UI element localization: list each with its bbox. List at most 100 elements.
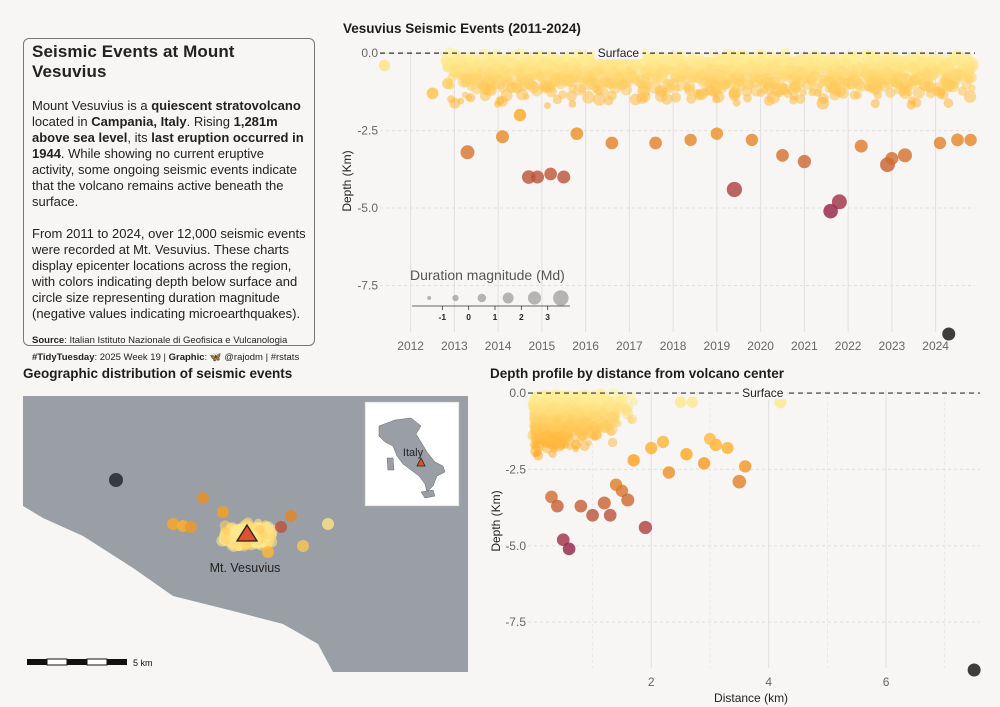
distance-event-point bbox=[591, 410, 602, 421]
distance-event-point bbox=[550, 418, 564, 432]
map-chart-title: Geographic distribution of seismic event… bbox=[23, 366, 293, 381]
timeline-event-point bbox=[686, 93, 697, 104]
text-run: Mount Vesuvius is a bbox=[32, 98, 152, 113]
timeline-event-point bbox=[442, 78, 453, 89]
bold-text-run: Campania, Italy bbox=[91, 114, 187, 129]
timeline-event-point bbox=[442, 55, 451, 65]
timeline-event-point bbox=[726, 181, 742, 198]
distance-event-point bbox=[621, 493, 635, 507]
timeline-event-point bbox=[715, 54, 728, 67]
text-run: , its bbox=[127, 130, 152, 145]
distance-event-point bbox=[629, 397, 638, 406]
timeline-event-point bbox=[670, 92, 682, 103]
timeline-event-point bbox=[457, 97, 465, 105]
distance-event-point bbox=[562, 542, 576, 556]
timeline-event-point bbox=[829, 90, 841, 101]
timeline-event-point bbox=[664, 82, 675, 94]
timeline-event-point bbox=[649, 136, 662, 150]
sicily-shape bbox=[420, 489, 436, 499]
distance-event-point bbox=[574, 499, 588, 513]
distance-event-point bbox=[593, 392, 605, 405]
timeline-event-point bbox=[454, 54, 465, 66]
info-paragraph-summary: From 2011 to 2024, over 12,000 seismic e… bbox=[32, 226, 306, 321]
text-run: . Rising bbox=[186, 114, 234, 129]
map-event-point bbox=[167, 518, 179, 530]
bold-text-run: last eruption occurred in 1944 bbox=[32, 130, 304, 161]
size-legend-title: Duration magnitude (Md) bbox=[410, 267, 565, 283]
timeline-event-point bbox=[863, 83, 872, 92]
timeline-x-tick-label: 2017 bbox=[616, 339, 643, 353]
timeline-x-tick-label: 2013 bbox=[441, 339, 468, 353]
timeline-event-point bbox=[831, 194, 847, 210]
bold-text-run: Graphic bbox=[168, 352, 205, 363]
distance-points bbox=[545, 396, 981, 677]
distance-event-point bbox=[623, 402, 634, 413]
timeline-event-point bbox=[750, 84, 763, 97]
timeline-event-point bbox=[855, 63, 864, 73]
timeline-event-point bbox=[713, 69, 726, 82]
timeline-event-point bbox=[646, 52, 658, 64]
distance-event-point bbox=[532, 414, 542, 425]
bold-text-run: #TidyTuesday bbox=[32, 352, 95, 363]
info-paragraph-intro: Mount Vesuvius is a quiescent stratovolc… bbox=[32, 98, 306, 210]
distance-event-point bbox=[553, 431, 567, 444]
timeline-event-point bbox=[768, 62, 778, 72]
timeline-event-point bbox=[732, 98, 741, 107]
timeline-event-point bbox=[741, 62, 749, 71]
timeline-event-point bbox=[505, 56, 517, 69]
timeline-event-point bbox=[617, 79, 629, 90]
timeline-event-point bbox=[911, 97, 922, 108]
map-event-point bbox=[275, 521, 287, 533]
timeline-event-point bbox=[879, 81, 890, 92]
timeline-event-point bbox=[506, 83, 516, 93]
timeline-event-point bbox=[465, 74, 475, 84]
timeline-event-point bbox=[733, 55, 745, 67]
distance-x-tick-label: 6 bbox=[883, 675, 890, 689]
distance-event-point bbox=[721, 442, 734, 455]
timeline-surface-label: Surface bbox=[598, 46, 640, 60]
distance-event-point bbox=[605, 396, 615, 407]
timeline-event-point bbox=[516, 88, 528, 101]
timeline-event-point bbox=[871, 54, 880, 64]
timeline-event-point bbox=[753, 62, 765, 75]
distance-event-point bbox=[686, 396, 699, 408]
distance-y-tick-label: -2.5 bbox=[505, 462, 526, 476]
size-legend-circle bbox=[427, 296, 432, 300]
size-legend-circle bbox=[553, 290, 569, 306]
timeline-x-tick-label: 2019 bbox=[704, 339, 731, 353]
distance-event-point bbox=[662, 466, 676, 479]
distance-x-axis-label: Distance (km) bbox=[714, 691, 788, 705]
timeline-event-point bbox=[912, 86, 926, 99]
timeline-event-point bbox=[698, 76, 711, 89]
timeline-event-point bbox=[743, 93, 752, 103]
timeline-event-point bbox=[561, 73, 575, 87]
scale-bar: 5 km bbox=[27, 658, 153, 668]
scale-segment bbox=[46, 658, 68, 666]
distance-outlier-point bbox=[967, 663, 981, 677]
size-legend-tick-label: -1 bbox=[439, 312, 447, 322]
timeline-event-point bbox=[799, 88, 808, 97]
timeline-event-point bbox=[735, 77, 745, 87]
timeline-event-point bbox=[924, 81, 936, 93]
timeline-x-tick-label: 2020 bbox=[747, 339, 774, 353]
timeline-event-point bbox=[837, 87, 849, 99]
timeline-event-point bbox=[613, 71, 624, 82]
timeline-event-point bbox=[570, 127, 584, 141]
timeline-event-point bbox=[578, 54, 590, 65]
timeline-event-point bbox=[460, 145, 475, 160]
distance-event-point bbox=[656, 435, 670, 449]
map-points bbox=[167, 492, 334, 558]
timeline-event-point bbox=[816, 97, 830, 110]
distance-x-tick-label: 4 bbox=[765, 675, 772, 689]
timeline-event-point bbox=[545, 59, 556, 70]
distance-surface-label: Surface bbox=[742, 386, 784, 400]
timeline-event-point bbox=[582, 90, 595, 104]
timeline-event-point bbox=[704, 85, 715, 96]
timeline-event-point bbox=[817, 52, 826, 61]
timeline-event-point bbox=[840, 67, 851, 79]
timeline-event-point bbox=[627, 69, 638, 80]
size-legend-tick-label: 0 bbox=[466, 312, 471, 322]
map-event-point bbox=[285, 510, 297, 522]
distance-event-point bbox=[606, 411, 619, 424]
timeline-event-point bbox=[870, 98, 880, 109]
